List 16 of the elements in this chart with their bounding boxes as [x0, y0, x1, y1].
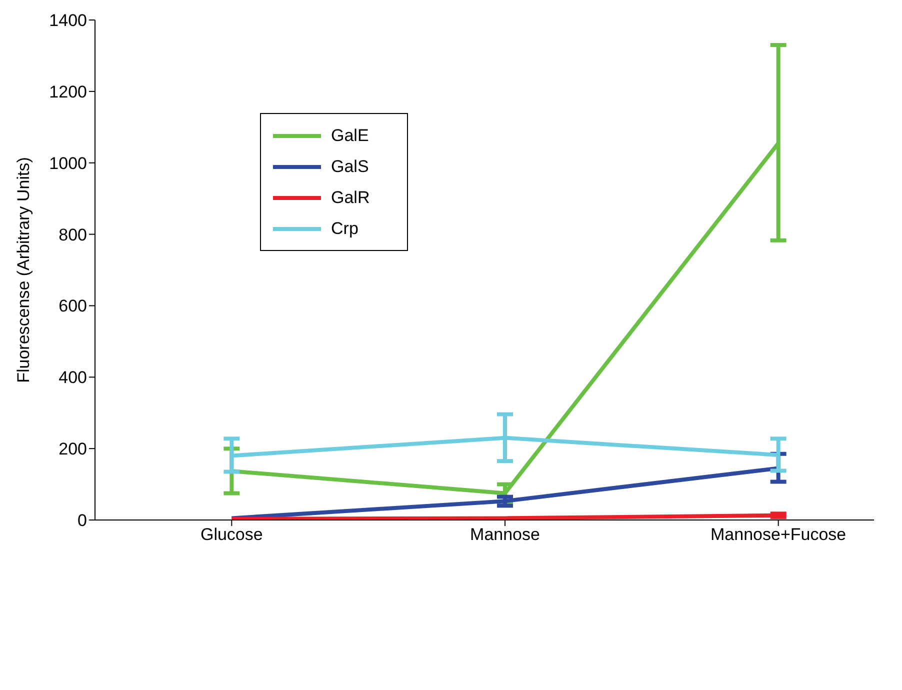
- x-tick-label: Mannose+Fucose: [710, 525, 846, 544]
- y-tick-label: 800: [58, 225, 87, 244]
- y-tick-label: 1000: [49, 154, 87, 173]
- y-axis-title: Fluorescense (Arbitrary Units): [14, 157, 34, 383]
- legend-label: GalS: [331, 156, 370, 176]
- x-tick-label: Glucose: [200, 525, 263, 544]
- y-tick-label: 600: [58, 296, 87, 316]
- legend-label: Crp: [331, 218, 360, 238]
- y-tick-label: 1400: [49, 11, 87, 30]
- y-tick-label: 0: [78, 511, 87, 530]
- x-tick-label: Mannose: [470, 525, 540, 544]
- legend-label: GalR: [331, 188, 371, 208]
- y-tick-label: 400: [58, 368, 87, 388]
- y-tick-label: 1200: [49, 82, 87, 102]
- legend-label: GalE: [331, 126, 370, 146]
- y-tick-label: 200: [58, 440, 87, 459]
